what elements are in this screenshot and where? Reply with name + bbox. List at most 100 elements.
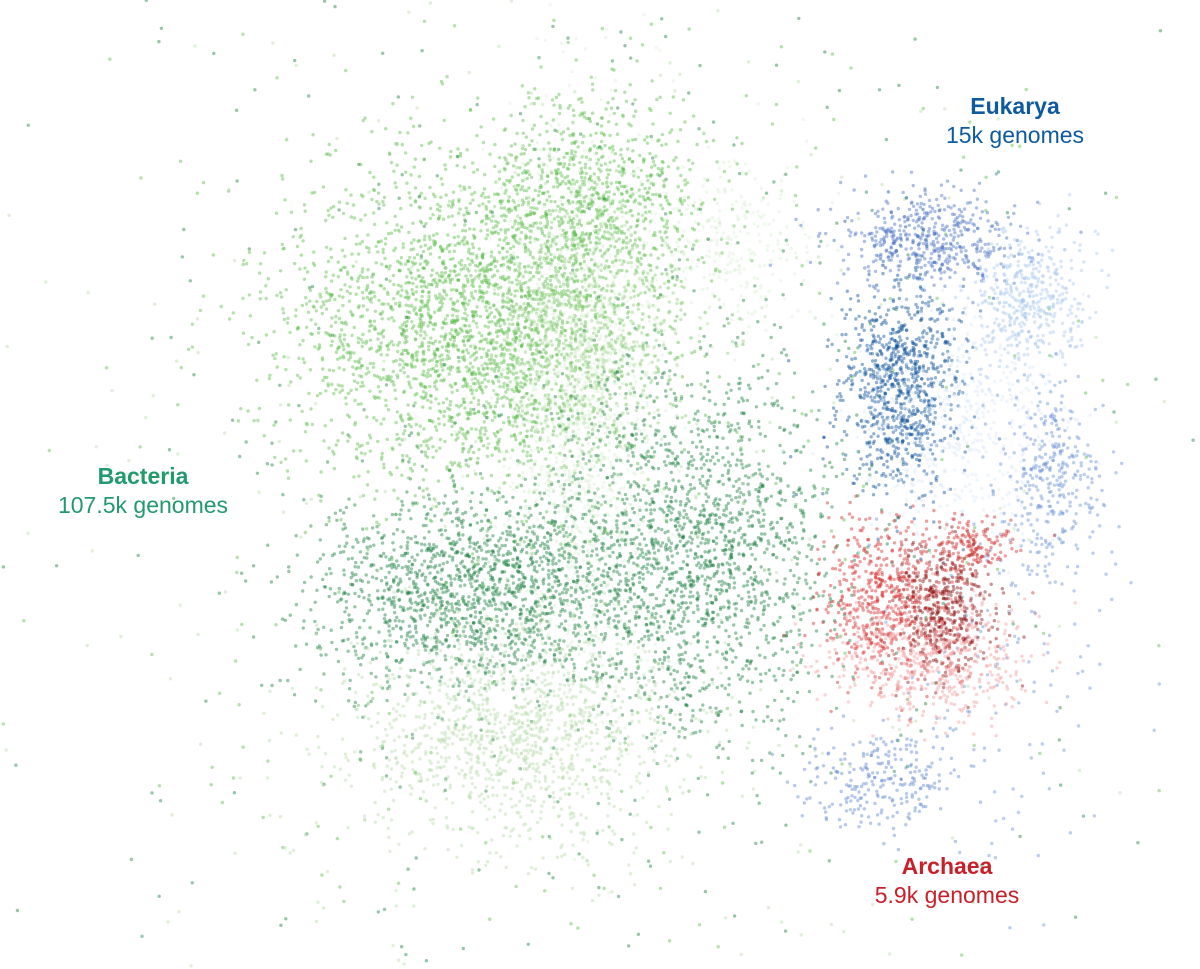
point: [516, 380, 521, 384]
point: [645, 403, 649, 408]
point: [247, 250, 252, 255]
point: [484, 305, 488, 309]
point: [411, 358, 415, 362]
point: [645, 285, 649, 289]
point: [506, 415, 511, 420]
point: [589, 335, 593, 339]
point: [554, 242, 558, 246]
point: [537, 286, 541, 291]
point: [436, 308, 440, 313]
point: [475, 133, 479, 138]
point: [418, 206, 422, 210]
point: [564, 338, 568, 342]
point: [515, 403, 519, 407]
point: [457, 369, 462, 374]
point: [730, 207, 735, 211]
point: [379, 345, 383, 349]
point: [595, 182, 599, 187]
point: [730, 339, 735, 344]
point: [394, 301, 398, 306]
point: [460, 450, 465, 454]
point: [344, 188, 348, 192]
point: [465, 267, 469, 271]
point: [434, 397, 438, 401]
point: [635, 400, 639, 404]
point: [437, 217, 441, 221]
point: [515, 255, 520, 259]
point: [506, 317, 510, 321]
point: [658, 629, 663, 634]
point: [381, 376, 385, 380]
point: [299, 226, 303, 231]
point: [558, 341, 562, 345]
point: [246, 409, 250, 413]
point: [614, 180, 619, 184]
point: [574, 287, 578, 291]
point: [440, 326, 444, 330]
point: [426, 307, 431, 312]
point: [589, 75, 593, 79]
point: [548, 450, 553, 454]
point: [406, 131, 410, 135]
point: [480, 268, 484, 272]
point: [529, 296, 534, 301]
point: [595, 282, 599, 286]
point: [442, 423, 446, 427]
point: [521, 438, 526, 443]
point: [345, 201, 349, 205]
point: [477, 385, 481, 390]
point: [672, 328, 677, 332]
point: [421, 276, 425, 280]
point: [674, 331, 678, 336]
point: [523, 514, 527, 518]
point: [502, 346, 507, 350]
point: [644, 275, 648, 280]
point: [533, 382, 538, 386]
point: [436, 479, 441, 483]
point: [565, 166, 570, 171]
point: [584, 321, 588, 325]
point: [553, 452, 557, 456]
point: [411, 355, 415, 359]
point: [582, 295, 586, 299]
point: [459, 327, 464, 331]
point: [341, 344, 345, 348]
point: [567, 162, 571, 167]
point: [430, 282, 434, 287]
point: [529, 377, 533, 381]
point: [322, 375, 327, 380]
point: [324, 389, 328, 393]
point: [397, 229, 402, 234]
point: [469, 400, 473, 405]
point: [498, 237, 502, 242]
point: [219, 304, 223, 309]
point: [570, 640, 574, 644]
point: [322, 439, 326, 443]
point: [508, 313, 512, 317]
point: [432, 310, 437, 314]
point: [680, 415, 684, 420]
point: [470, 377, 474, 382]
point: [498, 588, 503, 592]
point: [560, 137, 565, 142]
point: [572, 280, 576, 284]
point: [532, 211, 536, 216]
point: [562, 446, 566, 450]
point: [258, 290, 263, 294]
point: [675, 277, 679, 282]
point: [589, 604, 593, 608]
point: [676, 166, 680, 170]
point: [719, 237, 724, 241]
point: [457, 197, 461, 202]
point: [398, 368, 403, 373]
point: [400, 419, 405, 423]
point: [585, 548, 589, 553]
point: [272, 330, 276, 334]
point: [522, 382, 526, 386]
point: [587, 409, 591, 413]
point: [564, 515, 568, 519]
point: [595, 348, 599, 352]
point: [437, 409, 442, 413]
point: [413, 393, 417, 397]
point: [527, 367, 531, 372]
